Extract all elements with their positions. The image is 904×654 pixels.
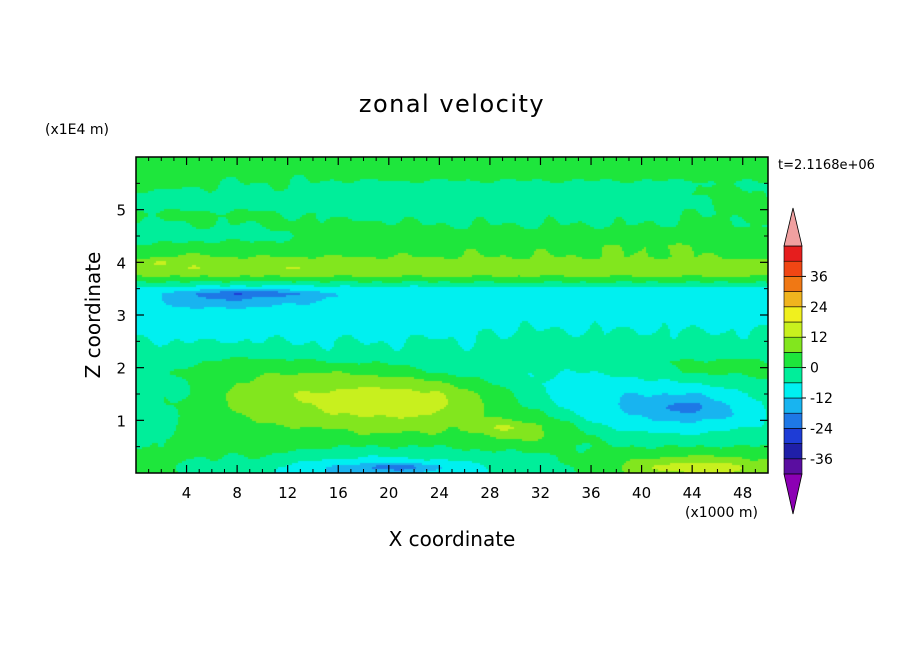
colorbar-swatch <box>783 321 803 338</box>
colorbar-swatch <box>783 260 803 277</box>
y-tick-label: 3 <box>116 307 126 325</box>
colorbar-swatch <box>783 336 803 353</box>
colorbar-swatch <box>783 291 803 308</box>
colorbar-swatch <box>783 443 803 460</box>
x-tick-label: 8 <box>232 484 242 502</box>
colorbar-over-triangle <box>783 207 803 247</box>
colorbar-swatch <box>783 397 803 414</box>
x-axis: 4 8 12 16 20 24 28 32 36 40 44 48 <box>148 157 756 502</box>
x-tick-label: 36 <box>581 484 600 502</box>
x-tick-label: 4 <box>182 484 192 502</box>
y-tick-label: 2 <box>116 360 126 378</box>
x-tick-label: 12 <box>278 484 297 502</box>
colorbar-label: -12 <box>810 391 833 407</box>
x-tick-label: 32 <box>531 484 550 502</box>
colorbar: -36 -24 -12 0 12 24 36 <box>783 207 833 515</box>
colorbar-swatch <box>783 276 803 292</box>
x-tick-label: 24 <box>430 484 449 502</box>
x-units-label: (x1000 m) <box>685 505 758 521</box>
x-tick-label: 28 <box>480 484 499 502</box>
colorbar-label: 24 <box>810 300 828 316</box>
y-units-label: (x1E4 m) <box>45 122 109 138</box>
colorbar-swatch <box>783 412 803 429</box>
colorbar-swatch <box>783 458 803 475</box>
y-tick-label: 4 <box>116 254 126 272</box>
y-axis: 1 2 3 4 5 <box>116 182 768 448</box>
x-tick-label: 20 <box>379 484 398 502</box>
y-tick-label: 1 <box>116 412 126 430</box>
colorbar-swatch <box>783 428 803 444</box>
colorbar-label: -24 <box>810 421 833 437</box>
colorbar-swatch <box>783 367 803 384</box>
y-tick-label: 5 <box>116 202 126 220</box>
x-tick-label: 40 <box>632 484 651 502</box>
x-tick-label: 48 <box>733 484 752 502</box>
colorbar-label: 12 <box>810 330 828 346</box>
x-axis-label: X coordinate <box>389 527 516 551</box>
colorbar-swatch <box>783 306 803 323</box>
colorbar-under-triangle <box>783 473 803 515</box>
colorbar-label: 36 <box>810 269 828 285</box>
contour-field <box>136 157 768 473</box>
colorbar-swatch <box>783 352 803 368</box>
x-tick-label: 16 <box>329 484 348 502</box>
colorbar-label: -36 <box>810 452 833 468</box>
colorbar-swatch <box>783 382 803 399</box>
x-tick-label: 44 <box>683 484 702 502</box>
y-axis-label: Z coordinate <box>81 252 105 379</box>
colorbar-swatch <box>783 245 803 262</box>
chart-title: zonal velocity <box>359 90 545 118</box>
time-label: t=2.1168e+06 <box>778 158 875 173</box>
colorbar-label: 0 <box>810 361 819 377</box>
contour-fill <box>136 157 768 473</box>
